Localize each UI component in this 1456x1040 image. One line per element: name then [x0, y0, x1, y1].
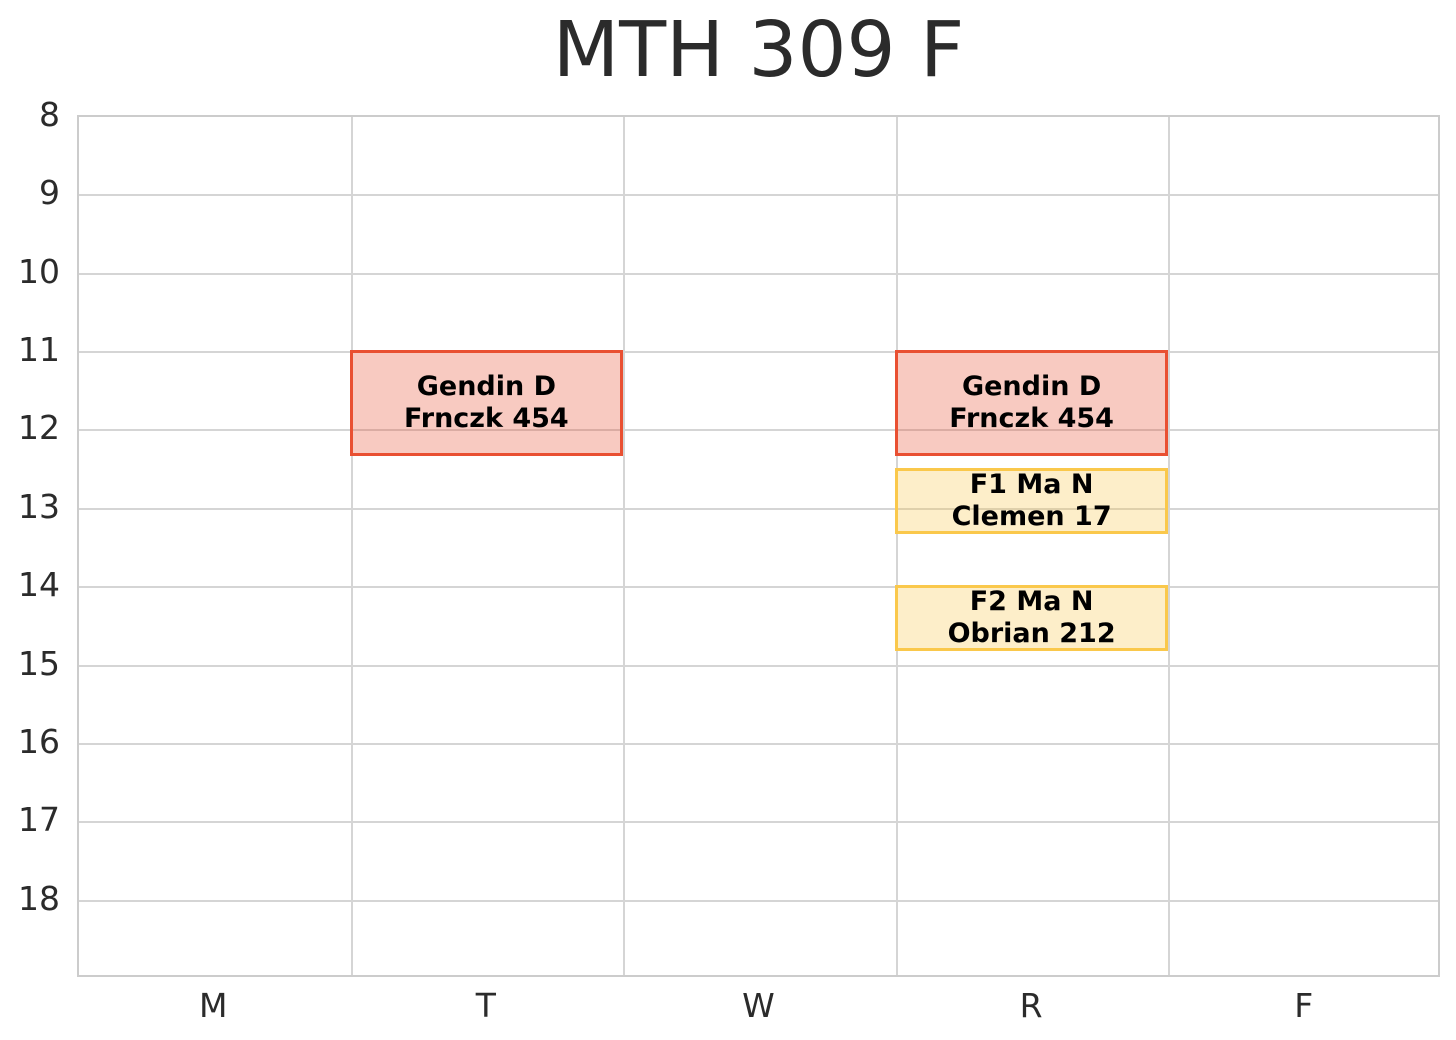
plot-area: Gendin D Frnczk 454 Gendin D Frnczk 454 F1 M… [77, 115, 1440, 977]
event-block-lecture: Gendin D Frnczk 454 [894, 350, 1169, 456]
event-location: Frnczk 454 [949, 402, 1114, 434]
y-tick-label: 15 [18, 643, 60, 683]
day-gridline [895, 117, 898, 975]
y-tick-label: 17 [18, 800, 60, 840]
event-location: Clemen 17 [951, 500, 1112, 532]
hour-gridline [79, 586, 1438, 589]
hour-gridline [79, 821, 1438, 824]
x-tick-label: R [1019, 986, 1043, 1025]
x-tick-label: F [1294, 986, 1314, 1025]
event-block-recitation: F1 Ma N Clemen 17 [894, 467, 1169, 534]
hour-gridline [79, 899, 1438, 902]
y-tick-label: 11 [18, 330, 60, 370]
x-tick-label: W [742, 986, 775, 1025]
event-title: Gendin D [416, 370, 557, 402]
y-tick-label: 14 [18, 565, 60, 605]
day-gridline [350, 117, 353, 975]
hour-gridline [79, 272, 1438, 275]
event-location: Frnczk 454 [404, 402, 569, 434]
x-tick-label: M [199, 986, 228, 1025]
hour-gridline [79, 351, 1438, 354]
event-title: F2 Ma N [969, 586, 1094, 618]
y-tick-label: 9 [39, 173, 60, 213]
event-block-recitation: F2 Ma N Obrian 212 [894, 585, 1169, 652]
y-tick-label: 18 [18, 878, 60, 918]
y-tick-label: 10 [18, 251, 60, 291]
hour-gridline [79, 429, 1438, 432]
hour-gridline [79, 507, 1438, 510]
day-gridline [1168, 117, 1171, 975]
event-block-lecture: Gendin D Frnczk 454 [349, 350, 624, 456]
day-gridline [623, 117, 626, 975]
x-tick-label: T [475, 986, 496, 1025]
y-tick-label: 12 [18, 408, 60, 448]
event-location: Obrian 212 [947, 618, 1116, 650]
chart-title: MTH 309 F [552, 6, 965, 95]
hour-gridline [79, 194, 1438, 197]
event-title: Gendin D [961, 370, 1102, 402]
y-tick-label: 16 [18, 721, 60, 761]
y-tick-label: 13 [18, 486, 60, 526]
hour-gridline [79, 664, 1438, 667]
event-title: F1 Ma N [969, 468, 1094, 500]
y-tick-label: 8 [39, 95, 60, 134]
hour-gridline [79, 742, 1438, 745]
